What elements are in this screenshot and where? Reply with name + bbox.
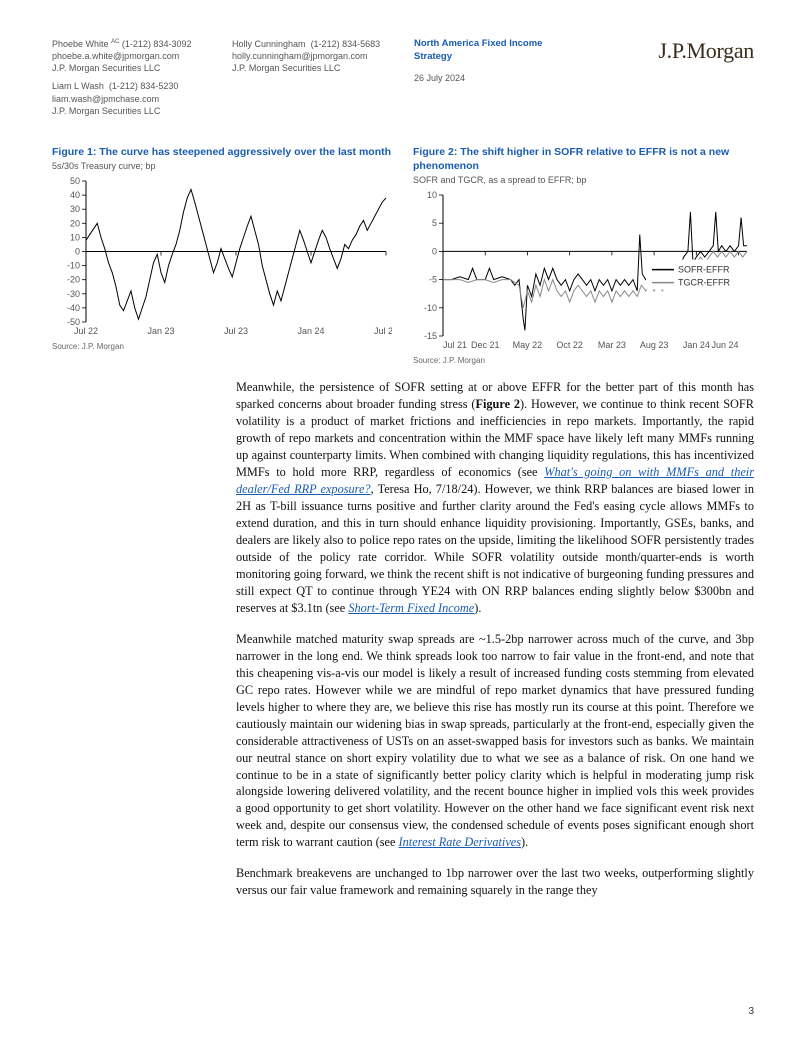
strategy-title-1: North America Fixed Income [414,38,569,51]
strategy-column: North America Fixed Income Strategy 26 J… [414,38,569,84]
svg-text:Mar 23: Mar 23 [598,340,626,350]
contact-block-2: Liam L Wash (1-212) 834-5230 liam.wash@j… [52,80,232,116]
paragraph-1: Meanwhile, the persistence of SOFR setti… [236,379,754,617]
svg-text:Jan 24: Jan 24 [683,340,710,350]
svg-text:Aug 23: Aug 23 [640,340,669,350]
svg-text:40: 40 [70,190,80,200]
svg-text:Jan 23: Jan 23 [147,326,174,336]
contact-name-line: Liam L Wash (1-212) 834-5230 [52,80,232,92]
contact-firm: J.P. Morgan Securities LLC [52,62,232,74]
figure-2-source: Source: J.P. Morgan [413,356,754,365]
svg-text:50: 50 [70,176,80,186]
contact-column-2: Holly Cunningham (1-212) 834-5683 holly.… [232,38,414,80]
figure-1-chart: -50-40-30-20-1001020304050Jul 22Jan 23Ju… [52,175,392,340]
body-text: Meanwhile, the persistence of SOFR setti… [236,379,754,899]
figure-2-subtitle: SOFR and TGCR, as a spread to EFFR; bp [413,175,754,185]
svg-text:Jul 24: Jul 24 [374,326,392,336]
jpmorgan-logo: J.P.Morgan [658,38,754,64]
page-number: 3 [748,1006,754,1017]
paragraph-2: Meanwhile matched maturity swap spreads … [236,631,754,852]
contact-firm: J.P. Morgan Securities LLC [232,62,414,74]
svg-text:-10: -10 [424,303,437,313]
svg-text:10: 10 [70,232,80,242]
header: Phoebe White AC (1-212) 834-3092 phoebe.… [52,38,754,123]
svg-text:TGCR-EFFR: TGCR-EFFR [678,278,730,288]
contact-firm: J.P. Morgan Securities LLC [52,105,232,117]
svg-text:20: 20 [70,218,80,228]
svg-text:Jul 21: Jul 21 [443,340,467,350]
svg-text:May 22: May 22 [513,340,543,350]
contact-email: liam.wash@jpmchase.com [52,93,232,105]
svg-text:Oct 22: Oct 22 [556,340,583,350]
contact-email: phoebe.a.white@jpmorgan.com [52,50,232,62]
contact-name-line: Phoebe White AC (1-212) 834-3092 [52,38,232,50]
svg-text:-20: -20 [67,275,80,285]
figure-1-source: Source: J.P. Morgan [52,342,393,351]
svg-text:-15: -15 [424,331,437,341]
figure-2-title: Figure 2: The shift higher in SOFR relat… [413,145,754,173]
svg-text:Jan 24: Jan 24 [297,326,324,336]
svg-text:-5: -5 [429,275,437,285]
figures-row: Figure 1: The curve has steepened aggres… [52,145,754,365]
svg-text:-30: -30 [67,289,80,299]
svg-text:SOFR-EFFR: SOFR-EFFR [678,265,730,275]
svg-text:Dec 21: Dec 21 [471,340,500,350]
svg-text:30: 30 [70,204,80,214]
contact-email: holly.cunningham@jpmorgan.com [232,50,414,62]
figure-1-subtitle: 5s/30s Treasury curve; bp [52,161,393,171]
svg-text:10: 10 [427,190,437,200]
svg-text:-40: -40 [67,303,80,313]
link-short-term-fixed-income[interactable]: Short-Term Fixed Income [348,601,474,615]
strategy-date: 26 July 2024 [414,72,569,84]
link-interest-rate-derivatives[interactable]: Interest Rate Derivatives [399,835,521,849]
svg-text:5: 5 [432,218,437,228]
svg-text:Jun 24: Jun 24 [712,340,739,350]
figure-2-chart: -15 -10 -5 0 5 10 Jul 21 Dec 21 May 22 Oct 22 Mar … [413,189,753,354]
contact-column-1: Phoebe White AC (1-212) 834-3092 phoebe.… [52,38,232,123]
figure-1-title: Figure 1: The curve has steepened aggres… [52,145,393,159]
svg-text:Jul 22: Jul 22 [74,326,98,336]
contact-block-3: Holly Cunningham (1-212) 834-5683 holly.… [232,38,414,74]
svg-text:0: 0 [432,247,437,257]
figure-1: Figure 1: The curve has steepened aggres… [52,145,393,365]
svg-text:Jul 23: Jul 23 [224,326,248,336]
strategy-title-2: Strategy [414,51,569,64]
contact-block-1: Phoebe White AC (1-212) 834-3092 phoebe.… [52,38,232,74]
svg-text:0: 0 [75,247,80,257]
paragraph-3: Benchmark breakevens are unchanged to 1b… [236,865,754,899]
figure-2: Figure 2: The shift higher in SOFR relat… [413,145,754,365]
contact-name-line: Holly Cunningham (1-212) 834-5683 [232,38,414,50]
svg-text:-10: -10 [67,261,80,271]
